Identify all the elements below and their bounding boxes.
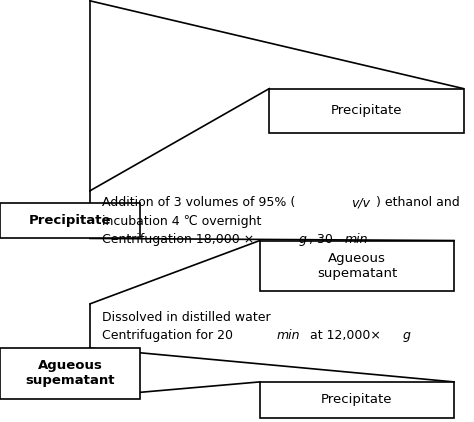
Text: g: g [403,329,411,342]
Text: Precipitate: Precipitate [331,104,402,117]
Text: Agueous
supematant: Agueous supematant [317,252,397,280]
Text: Centrifugation for 20: Centrifugation for 20 [102,329,237,342]
Text: Precipitate: Precipitate [321,393,392,406]
Text: , 30: , 30 [309,233,337,246]
Bar [260,382,454,418]
Text: v/v: v/v [351,196,370,209]
Text: min: min [345,233,368,246]
Bar [0,348,140,399]
Text: ) ethanol and: ) ethanol and [376,196,459,209]
Bar [260,241,454,291]
Text: Precipitate: Precipitate [28,214,111,227]
Text: g: g [298,233,306,246]
Text: Centrifugation 18,000 ×: Centrifugation 18,000 × [102,233,254,246]
Text: at 12,000×: at 12,000× [306,329,381,342]
Text: min: min [276,329,300,342]
Text: incubation 4 ℃ overnight: incubation 4 ℃ overnight [102,215,261,228]
Text: Dissolved in distilled water: Dissolved in distilled water [102,311,271,325]
Text: Addition of 3 volumes of 95% (: Addition of 3 volumes of 95% ( [102,196,295,209]
Text: Agueous
supematant: Agueous supematant [25,360,115,387]
Bar [269,89,464,133]
Bar [0,203,140,238]
